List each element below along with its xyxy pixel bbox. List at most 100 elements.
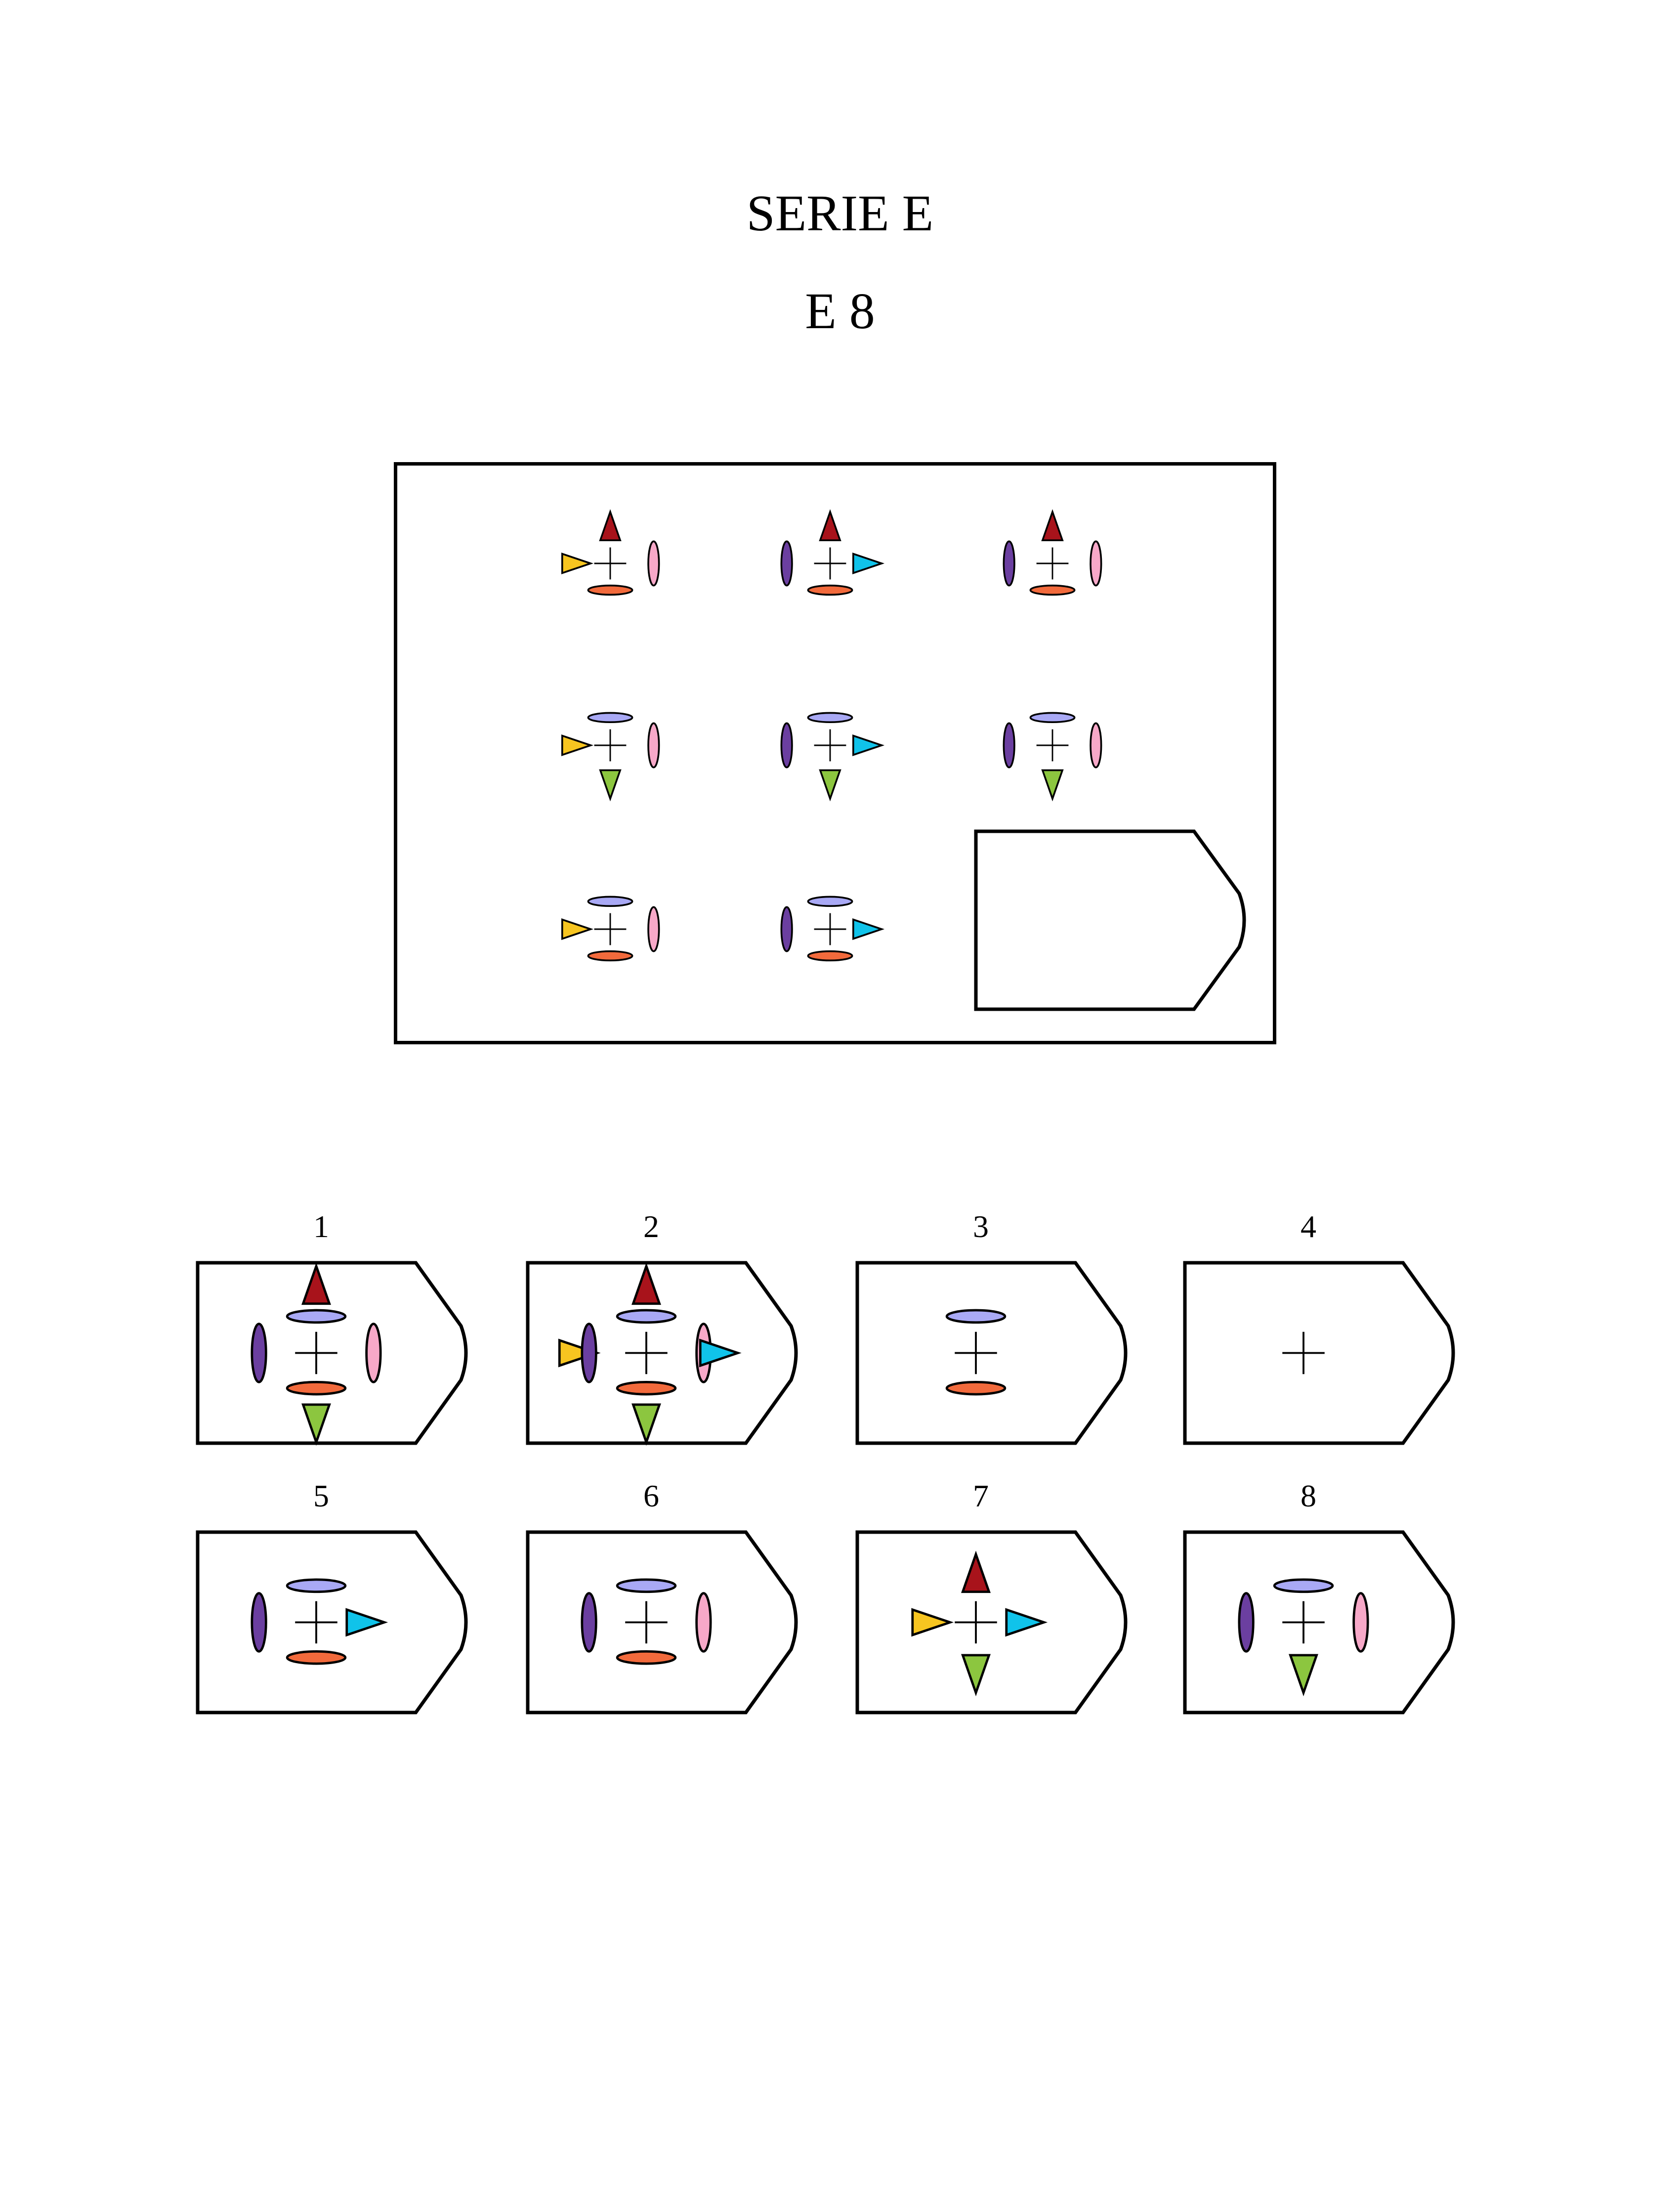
option-number-3: 3: [973, 1209, 989, 1244]
green-down-triangle: [599, 769, 622, 802]
item-title: E 8: [805, 283, 875, 340]
green-down-triangle: [819, 769, 841, 802]
purple-left-ellipse: [1003, 540, 1015, 587]
lavender-top-ellipse: [945, 1309, 1007, 1324]
figure: [1238, 1578, 1369, 1697]
orange-bottom-ellipse: [616, 1381, 677, 1396]
option-number-8: 8: [1301, 1478, 1316, 1513]
option-number-5: 5: [313, 1478, 329, 1513]
pink-right-ellipse: [1090, 722, 1102, 769]
red-up-triangle: [599, 509, 622, 542]
green-down-triangle: [961, 1654, 991, 1697]
lavender-top-ellipse: [616, 1578, 677, 1593]
purple-left-ellipse: [251, 1592, 267, 1653]
green-down-triangle: [631, 1403, 661, 1446]
figure: [251, 1578, 388, 1665]
matrix-cell-r2-c2: [780, 712, 885, 802]
missing-answer-slot: [974, 829, 1246, 1011]
option-6[interactable]: [526, 1530, 798, 1715]
pink-right-ellipse: [1352, 1592, 1369, 1653]
yellow-left-triangle: [911, 1608, 954, 1637]
red-up-triangle: [631, 1262, 661, 1305]
figure: [945, 1309, 1007, 1396]
green-down-triangle: [301, 1403, 331, 1446]
green-down-triangle: [1289, 1654, 1318, 1697]
pink-right-ellipse: [647, 722, 660, 769]
yellow-left-triangle: [561, 918, 594, 940]
red-up-triangle: [1041, 509, 1064, 542]
orange-bottom-ellipse: [286, 1650, 347, 1665]
matrix-cell-r3-c1: [561, 896, 660, 962]
matrix-cell-r1-c3: [1003, 509, 1102, 596]
lavender-top-ellipse: [616, 1309, 677, 1324]
option-8[interactable]: [1183, 1530, 1455, 1715]
figure: [581, 1578, 712, 1665]
pink-right-ellipse: [647, 906, 660, 952]
purple-left-ellipse: [251, 1323, 267, 1383]
lavender-top-ellipse: [286, 1578, 347, 1593]
pink-right-ellipse: [695, 1592, 712, 1653]
red-up-triangle: [301, 1262, 331, 1305]
lavender-top-ellipse: [1029, 712, 1076, 724]
option-3[interactable]: [855, 1261, 1128, 1445]
blue-right-triangle: [852, 734, 885, 756]
lavender-top-ellipse: [587, 712, 633, 724]
yellow-left-triangle: [561, 553, 594, 574]
matrix-cell-r1-c1: [561, 509, 660, 596]
purple-left-ellipse: [780, 722, 793, 769]
orange-bottom-ellipse: [807, 584, 853, 596]
lavender-top-ellipse: [807, 712, 853, 724]
option-4[interactable]: [1183, 1261, 1455, 1445]
lavender-top-ellipse: [807, 896, 853, 907]
matrix-cell-r3-c2: [780, 896, 885, 962]
option-number-4: 4: [1301, 1209, 1316, 1244]
purple-left-ellipse: [581, 1323, 597, 1383]
figure: [558, 1262, 742, 1446]
purple-left-ellipse: [780, 906, 793, 952]
blue-right-triangle: [852, 918, 885, 940]
orange-bottom-ellipse: [286, 1381, 347, 1396]
green-down-triangle: [1041, 769, 1064, 802]
series-title: SERIE E: [746, 185, 934, 242]
orange-bottom-ellipse: [1029, 584, 1076, 596]
orange-bottom-ellipse: [807, 950, 853, 962]
red-up-triangle: [961, 1550, 991, 1593]
purple-left-ellipse: [1238, 1592, 1255, 1653]
lavender-top-ellipse: [286, 1309, 347, 1324]
blue-right-triangle: [699, 1338, 742, 1368]
purple-left-ellipse: [780, 540, 793, 587]
matrix-cell-r1-c2: [780, 509, 885, 596]
figure: [911, 1550, 1048, 1697]
option-2[interactable]: [526, 1261, 798, 1446]
lavender-top-ellipse: [1273, 1578, 1334, 1593]
purple-left-ellipse: [581, 1592, 597, 1653]
red-up-triangle: [819, 509, 841, 542]
pink-right-ellipse: [1090, 540, 1102, 587]
orange-bottom-ellipse: [587, 584, 633, 596]
purple-left-ellipse: [1003, 722, 1015, 769]
figure: [1282, 1331, 1325, 1374]
option-number-2: 2: [643, 1209, 659, 1244]
blue-right-triangle: [1005, 1608, 1048, 1637]
blue-right-triangle: [345, 1608, 388, 1637]
option-7[interactable]: [855, 1530, 1128, 1715]
option-1[interactable]: [196, 1261, 468, 1446]
option-number-1: 1: [313, 1209, 329, 1244]
orange-bottom-ellipse: [945, 1381, 1007, 1396]
figure: [251, 1262, 382, 1446]
option-number-6: 6: [643, 1478, 659, 1513]
puzzle-matrix-frame: [394, 462, 1276, 1044]
option-number-7: 7: [973, 1478, 989, 1513]
orange-bottom-ellipse: [587, 950, 633, 962]
orange-bottom-ellipse: [616, 1650, 677, 1665]
option-5[interactable]: [196, 1530, 468, 1715]
blue-right-triangle: [852, 553, 885, 574]
yellow-left-triangle: [558, 1338, 601, 1368]
yellow-left-triangle: [561, 734, 594, 756]
lavender-top-ellipse: [587, 896, 633, 907]
matrix-cell-r2-c1: [561, 712, 660, 802]
pink-right-ellipse: [365, 1323, 382, 1383]
matrix-cell-r2-c3: [1003, 712, 1102, 802]
